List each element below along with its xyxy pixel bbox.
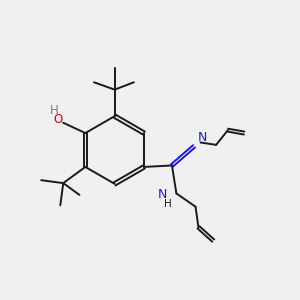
Text: H: H: [164, 199, 172, 209]
Text: N: N: [198, 131, 207, 144]
Text: H: H: [50, 104, 59, 118]
Text: N: N: [158, 188, 167, 201]
Text: O: O: [53, 113, 63, 126]
